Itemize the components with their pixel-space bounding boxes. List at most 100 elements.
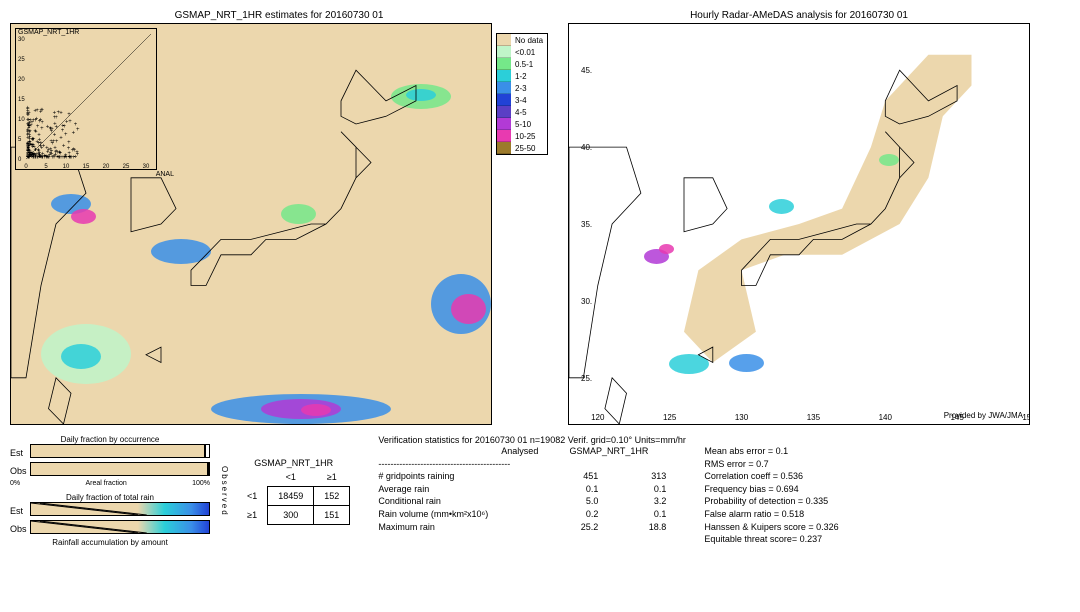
legend-row: 3-4 (497, 94, 547, 106)
metric: Equitable threat score= 0.237 (704, 533, 838, 546)
legend-row: 10-25 (497, 130, 547, 142)
metric: RMS error = 0.7 (704, 458, 838, 471)
svg-text:+: + (67, 112, 71, 118)
verification-section: Verification statistics for 20160730 01 … (378, 435, 1070, 547)
contingency-table: <1≥1<118459152≥1300151 (237, 468, 350, 525)
svg-text:+: + (39, 141, 43, 147)
scale-100: 100% (192, 480, 210, 487)
svg-text:+: + (35, 116, 39, 122)
svg-text:+: + (76, 127, 80, 133)
legend-row: 2-3 (497, 82, 547, 94)
svg-text:+: + (53, 146, 57, 152)
svg-text:+: + (35, 155, 39, 161)
svg-text:20: 20 (18, 77, 25, 83)
metric: Frequency bias = 0.694 (704, 483, 838, 496)
svg-text:5: 5 (44, 164, 48, 169)
svg-text:150: 150 (1022, 413, 1029, 422)
legend-row: 5-10 (497, 118, 547, 130)
svg-text:+: + (26, 110, 30, 116)
legend-row: 1-2 (497, 70, 547, 82)
svg-text:+: + (53, 122, 57, 128)
obs-total-bar (30, 520, 210, 534)
svg-text:+: + (34, 129, 38, 135)
obs-label2: Obs (10, 524, 30, 534)
right-map-wrap: Hourly Radar-AMeDAS analysis for 2016073… (568, 10, 1030, 425)
svg-text:+: + (64, 132, 68, 138)
contingency-wrap: Observed GSMAP_NRT_1HR <1≥1<118459152≥13… (220, 435, 358, 547)
metrics-list: Mean abs error = 0.1RMS error = 0.7Corre… (704, 445, 838, 546)
observed-axis-label: Observed (220, 466, 229, 517)
metric: Correlation coeff = 0.536 (704, 470, 838, 483)
svg-text:+: + (39, 107, 43, 113)
svg-text:30: 30 (18, 37, 25, 43)
svg-text:25: 25 (123, 164, 130, 169)
svg-text:+: + (31, 138, 35, 144)
left-map-wrap: GSMAP_NRT_1HR estimates for 20160730 01 … (10, 10, 548, 425)
occ-title: Daily fraction by occurrence (10, 435, 210, 444)
svg-text:+: + (27, 122, 31, 128)
svg-text:30.: 30. (581, 297, 592, 306)
svg-text:+: + (38, 119, 42, 125)
svg-text:120: 120 (591, 413, 605, 422)
verif-row: Rain volume (mm•km²x10⁶)0.20.1 (378, 508, 674, 521)
right-map: 12012513013514014515025.30.35.40.45.Prov… (568, 23, 1030, 425)
col-analysed: Analysed (378, 445, 538, 458)
svg-text:30: 30 (143, 164, 150, 169)
legend-row: 0.5-1 (497, 58, 547, 70)
svg-text:20: 20 (103, 164, 110, 169)
svg-text:140: 140 (879, 413, 893, 422)
left-map: GSMAP_NRT_1HR+++++++++++++++++++++++++++… (10, 23, 492, 425)
svg-text:+: + (68, 119, 72, 125)
svg-text:+: + (32, 153, 36, 159)
accum-label: Rainfall accumulation by amount (10, 538, 210, 547)
fraction-section: Daily fraction by occurrence Est Obs 0% A… (10, 435, 210, 547)
inset-scatter: GSMAP_NRT_1HR+++++++++++++++++++++++++++… (15, 28, 157, 170)
svg-text:+: + (37, 132, 41, 138)
est-label: Est (10, 448, 30, 458)
svg-text:+: + (64, 153, 68, 159)
svg-text:130: 130 (735, 413, 749, 422)
right-map-title: Hourly Radar-AMeDAS analysis for 2016073… (690, 10, 908, 21)
est-label2: Est (10, 506, 30, 516)
svg-text:35.: 35. (581, 220, 592, 229)
svg-text:+: + (50, 129, 54, 135)
est-occ-bar (30, 444, 210, 458)
verif-row: Maximum rain25.218.8 (378, 521, 674, 534)
svg-text:0: 0 (18, 157, 22, 163)
svg-text:Provided by JWA/JMA: Provided by JWA/JMA (944, 411, 1024, 420)
svg-text:25: 25 (18, 57, 25, 63)
svg-text:+: + (55, 139, 59, 145)
bottom-row: Daily fraction by occurrence Est Obs 0% A… (10, 435, 1070, 547)
obs-label: Obs (10, 466, 30, 476)
svg-text:+: + (72, 147, 76, 153)
svg-text:+: + (40, 126, 44, 132)
color-legend: No data<0.010.5-11-22-33-44-55-1010-2525… (496, 33, 548, 155)
svg-text:125: 125 (663, 413, 677, 422)
svg-text:15: 15 (83, 164, 90, 169)
verif-row: # gridpoints raining451313 (378, 470, 674, 483)
metric: Probability of detection = 0.335 (704, 495, 838, 508)
verification-table: Analysed GSMAP_NRT_1HR -----------------… (378, 445, 674, 546)
obs-occ-bar (30, 462, 210, 476)
verification-header: Verification statistics for 20160730 01 … (378, 435, 1070, 445)
legend-row: 4-5 (497, 106, 547, 118)
svg-text:+: + (62, 143, 66, 149)
svg-text:25.: 25. (581, 374, 592, 383)
metric: False alarm ratio = 0.518 (704, 508, 838, 521)
svg-text:+: + (59, 136, 63, 142)
est-total-bar (30, 502, 210, 516)
svg-text:10: 10 (63, 164, 70, 169)
verif-row: Conditional rain5.03.2 (378, 495, 674, 508)
col-gsmap: GSMAP_NRT_1HR (538, 445, 656, 458)
svg-text:+: + (33, 108, 37, 114)
svg-text:+: + (53, 115, 57, 121)
svg-text:+: + (56, 110, 60, 116)
legend-row: <0.01 (497, 46, 547, 58)
scale-0: 0% (10, 480, 20, 487)
svg-text:+: + (43, 155, 47, 161)
svg-text:10: 10 (18, 117, 25, 123)
metric: Hanssen & Kuipers score = 0.326 (704, 521, 838, 534)
svg-text:40.: 40. (581, 143, 592, 152)
scale-mid: Areal fraction (85, 480, 126, 487)
verif-row: Average rain0.10.1 (378, 483, 674, 496)
